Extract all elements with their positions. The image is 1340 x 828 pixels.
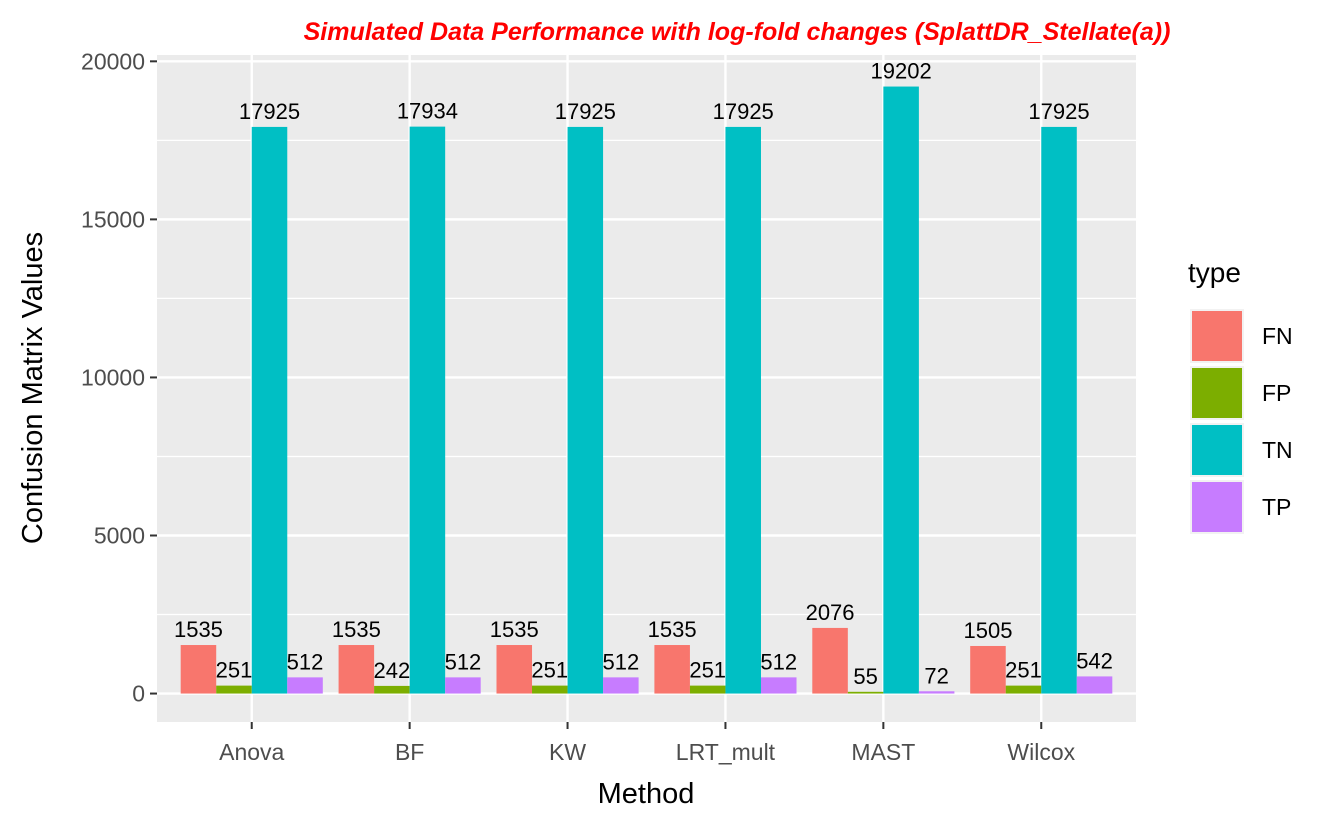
bar-fn [812, 627, 848, 694]
legend-label: FP [1262, 380, 1291, 406]
x-tick-label: KW [549, 739, 586, 765]
bar-tp [445, 677, 481, 694]
legend: type FN FP TN TP [1188, 257, 1293, 534]
bar-fp [689, 685, 726, 694]
data-labels: 1535 251 17925 512 1535 242 17934 512 1535 251 179… [174, 59, 1113, 689]
legend-key-fn [1192, 311, 1242, 361]
data-label: 72 [924, 663, 948, 688]
x-tick-label: Wilcox [1007, 739, 1075, 765]
bar-fp [532, 685, 568, 694]
legend-label: TP [1262, 494, 1291, 520]
bar-tp [1076, 676, 1113, 694]
bar-tn [409, 126, 446, 694]
bar-tp [918, 691, 955, 694]
data-label: 17934 [397, 99, 458, 124]
data-label: 512 [287, 649, 324, 674]
x-tick-label: Anova [219, 739, 284, 765]
x-tick-label: MAST [851, 739, 915, 765]
data-label: 512 [602, 649, 639, 674]
data-label: 1535 [490, 617, 539, 642]
bar-fn [180, 645, 217, 694]
data-label: 17925 [555, 99, 616, 124]
data-label: 17925 [713, 99, 774, 124]
bar-tp [760, 677, 797, 694]
bar-fp [374, 685, 410, 694]
bar-tp [603, 677, 639, 694]
legend-key-tp [1192, 482, 1242, 532]
legend-key-fp [1192, 368, 1242, 418]
data-label: 17925 [239, 99, 300, 124]
bar-fn [338, 645, 375, 694]
bar-fn [654, 645, 690, 694]
y-tick-label: 10000 [81, 364, 145, 390]
data-label: 1505 [963, 618, 1012, 643]
bar-tn [883, 86, 919, 694]
y-axis: 0 5000 10000 15000 20000 [81, 48, 157, 707]
data-label: 1535 [648, 617, 697, 642]
data-label: 1535 [174, 617, 223, 642]
legend-key-tn [1192, 425, 1242, 475]
x-tick-label: LRT_mult [676, 739, 776, 765]
data-label: 542 [1076, 648, 1113, 673]
bar-fn [970, 645, 1006, 694]
bar-tn [251, 126, 288, 694]
x-axis: Anova BF KW LRT_mult MAST Wilcox [219, 722, 1076, 765]
chart-title: Simulated Data Performance with log-fold… [304, 18, 1171, 46]
y-tick-label: 15000 [81, 206, 145, 232]
data-label: 251 [1005, 658, 1042, 683]
data-label: 55 [853, 664, 877, 689]
bar-tn [1041, 126, 1077, 694]
bar-tp [287, 677, 323, 694]
data-label: 251 [689, 658, 726, 683]
legend-label: FN [1262, 323, 1293, 349]
legend-label: TN [1262, 437, 1293, 463]
x-tick-label: BF [395, 739, 424, 765]
data-label: 19202 [871, 59, 932, 84]
data-label: 251 [216, 658, 253, 683]
plot-panel [157, 55, 1136, 722]
bars [180, 86, 1113, 694]
data-label: 512 [760, 649, 797, 674]
bar-fp [1005, 685, 1042, 694]
data-label: 2076 [806, 600, 855, 625]
bar-tn [725, 126, 761, 694]
data-label: 17925 [1028, 99, 1089, 124]
x-axis-title: Method [598, 778, 695, 810]
y-tick-label: 0 [132, 681, 145, 707]
legend-title: type [1188, 257, 1241, 288]
y-axis-title: Confusion Matrix Values [17, 232, 49, 544]
bar-fp [216, 685, 252, 694]
bar-fp [847, 691, 884, 694]
y-tick-label: 5000 [94, 522, 145, 548]
data-label: 242 [374, 658, 411, 683]
bar-tn [567, 126, 604, 694]
y-tick-label: 20000 [81, 48, 145, 74]
data-label: 1535 [332, 617, 381, 642]
bar-fn [496, 645, 533, 694]
data-label: 512 [445, 649, 482, 674]
data-label: 251 [531, 658, 568, 683]
